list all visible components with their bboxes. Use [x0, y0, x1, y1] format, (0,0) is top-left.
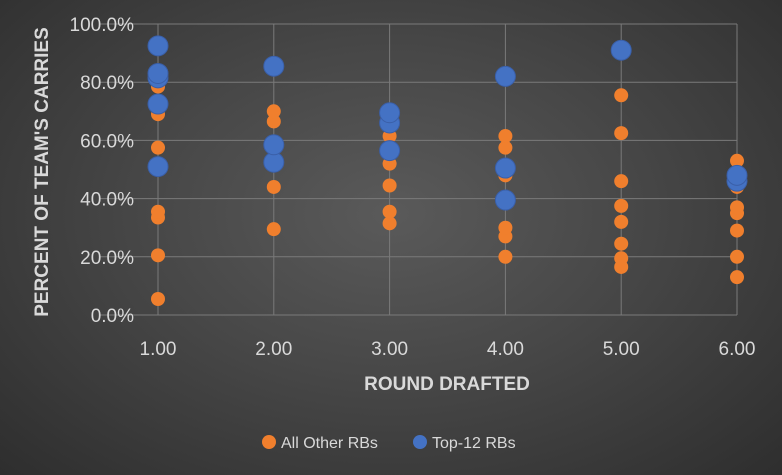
all-other-rbs-point: [730, 200, 744, 215]
all-other-rbs-point: [151, 140, 165, 155]
x-tick-labels: 1.00 2.00 3.00 4.00 5.00 6.00: [140, 339, 756, 360]
y-tick-label: 60.0%: [80, 131, 134, 152]
x-tick-label: 3.00: [371, 339, 408, 360]
top-12-rbs-point: [147, 62, 169, 84]
top-12-rbs-point: [494, 157, 516, 179]
all-other-rbs-point: [498, 129, 513, 144]
y-tick-label: 40.0%: [80, 190, 134, 211]
legend-label-all-other-rbs: All Other RBs: [281, 435, 378, 452]
x-tick-label: 1.00: [140, 339, 177, 360]
legend-label-top-12-rbs: Top-12 RBs: [432, 435, 516, 452]
x-tick-label: 5.00: [603, 339, 640, 360]
gridlines: [100, 23, 738, 316]
legend: All Other RBs Top-12 RBs: [262, 435, 516, 452]
all-other-rbs-point: [614, 251, 629, 266]
legend-marker-top-12-rbs: [413, 435, 427, 449]
all-other-rbs-point: [382, 178, 397, 193]
y-tick-label: 100.0%: [70, 15, 135, 36]
top-12-rbs-point: [379, 140, 401, 162]
all-other-rbs-point: [614, 214, 629, 229]
y-tick-label: 20.0%: [80, 248, 134, 269]
all-other-rbs-point: [614, 126, 629, 141]
x-tick-label: 2.00: [255, 339, 292, 360]
data-points: [147, 35, 748, 306]
top-12-rbs-point: [379, 102, 401, 124]
all-other-rbs-point: [614, 236, 629, 251]
all-other-rbs-point: [498, 140, 513, 155]
all-other-rbs-point: [498, 220, 513, 235]
top-12-rbs-point: [147, 93, 169, 115]
all-other-rbs-point: [266, 179, 281, 194]
all-other-rbs-point: [614, 198, 629, 213]
all-other-rbs-point: [730, 223, 744, 238]
all-other-rbs-point: [730, 249, 744, 264]
top-12-rbs-point: [147, 156, 169, 178]
top-12-rbs-point: [494, 189, 516, 211]
y-tick-label: 0.0%: [91, 306, 134, 327]
x-axis-title: ROUND DRAFTED: [364, 374, 530, 395]
all-other-rbs-point: [730, 153, 744, 168]
all-other-rbs-point: [151, 291, 165, 306]
all-other-rbs-point: [498, 249, 513, 264]
x-tick-label: 4.00: [487, 339, 524, 360]
top-12-rbs-point: [494, 65, 516, 87]
all-other-rbs-point: [382, 216, 397, 231]
all-other-rbs-point: [614, 88, 629, 103]
x-tick-label: 6.00: [719, 339, 756, 360]
all-other-rbs-point: [266, 114, 281, 129]
top-12-rbs-point: [726, 164, 748, 186]
y-axis-title: PERCENT OF TEAM'S CARRIES: [32, 27, 53, 317]
all-other-rbs-point: [266, 104, 281, 119]
top-12-rbs-point: [263, 134, 285, 156]
y-tick-label: 80.0%: [80, 73, 134, 94]
top-12-rbs-point: [147, 35, 169, 57]
all-other-rbs-point: [151, 248, 165, 263]
all-other-rbs-point: [730, 270, 744, 285]
all-other-rbs-point: [382, 204, 397, 219]
top-12-rbs-point: [263, 55, 285, 77]
legend-marker-all-other-rbs: [262, 435, 276, 449]
y-tick-labels: 0.0% 20.0% 40.0% 60.0% 80.0% 100.0%: [70, 15, 135, 327]
all-other-rbs-point: [151, 204, 165, 219]
all-other-rbs-point: [266, 222, 281, 237]
all-other-rbs-point: [614, 174, 629, 189]
top-12-rbs-point: [610, 39, 632, 61]
